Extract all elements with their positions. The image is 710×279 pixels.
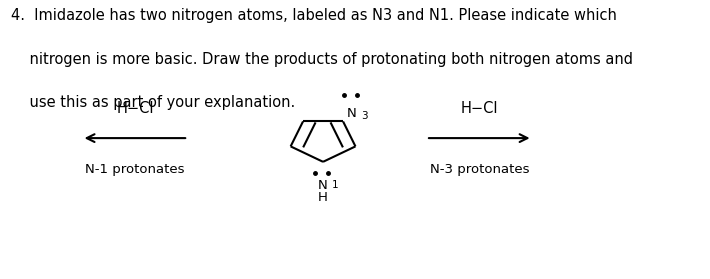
Text: nitrogen is more basic. Draw the products of protonating both nitrogen atoms and: nitrogen is more basic. Draw the product… <box>11 52 633 67</box>
Text: use this as part of your explanation.: use this as part of your explanation. <box>11 95 295 110</box>
Text: 1: 1 <box>332 180 339 190</box>
Text: N: N <box>346 107 356 120</box>
Text: N-1 protonates: N-1 protonates <box>85 163 185 176</box>
Text: 3: 3 <box>361 111 368 121</box>
Text: H−Cl: H−Cl <box>461 101 498 116</box>
Text: N-3 protonates: N-3 protonates <box>430 163 529 176</box>
Text: H−Cl: H−Cl <box>116 101 153 116</box>
Text: N: N <box>317 179 327 192</box>
Text: 4.  Imidazole has two nitrogen atoms, labeled as N3 and N1. Please indicate whic: 4. Imidazole has two nitrogen atoms, lab… <box>11 8 616 23</box>
Text: H: H <box>317 191 327 204</box>
